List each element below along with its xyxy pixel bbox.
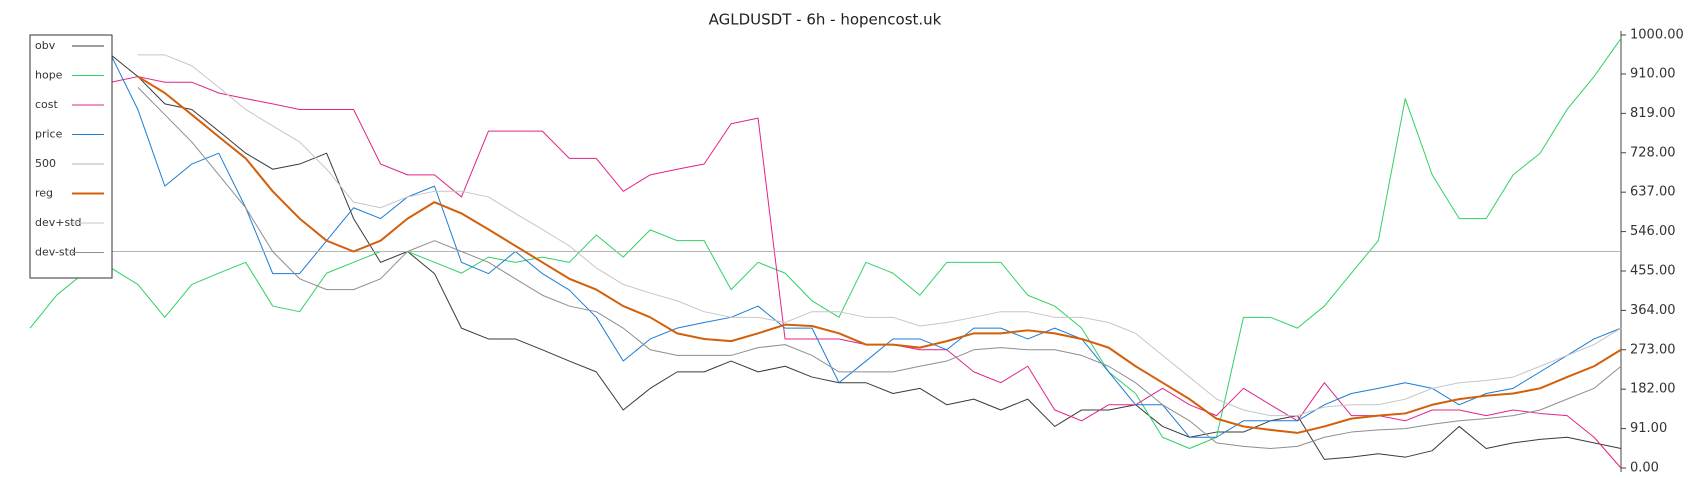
series-line [110,76,1622,469]
legend-label: 500 [35,157,56,170]
y-tick-label: 728.00 [1630,145,1676,160]
y-tick-label: 0.00 [1630,461,1659,476]
y-tick-label: 182.00 [1630,382,1676,397]
chart-title: AGLDUSDT - 6h - hopencost.uk [709,11,942,29]
y-tick-label: 364.00 [1630,303,1676,318]
legend-label: obv [35,39,56,52]
series-line [110,54,1622,438]
y-tick-label: 91.00 [1630,421,1667,436]
legend-label: price [35,128,63,141]
y-tick-label: 637.00 [1630,185,1676,200]
y-tick-label: 910.00 [1630,66,1676,81]
y-tick-label: 273.00 [1630,342,1676,357]
legend-label: dev-std [35,246,76,259]
series-line [110,54,1622,460]
legend-label: hope [35,69,63,82]
series-line [137,75,1622,434]
y-tick-label: 546.00 [1630,224,1676,239]
y-tick-label: 1000.00 [1630,28,1684,43]
series-line [137,87,1622,450]
legend-label: dev+std [35,216,82,229]
y-tick-label: 819.00 [1630,106,1676,121]
series-line [137,54,1622,417]
y-tick-label: 455.00 [1630,263,1676,278]
legend-label: cost [35,98,59,111]
legend-label: reg [35,187,53,200]
series-line [29,38,1622,450]
